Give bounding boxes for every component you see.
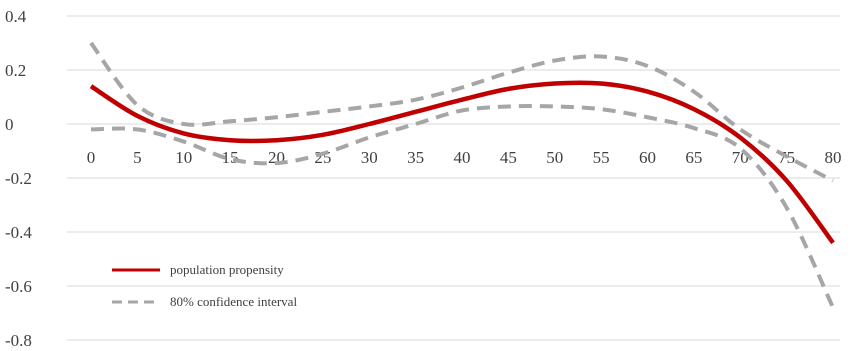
x-tick-label: 35 [407,148,424,167]
x-tick-label: 15 [222,148,239,167]
x-tick-label: 65 [685,148,702,167]
series-population-propensity-line [89,80,835,245]
y-tick-label: -0.2 [5,169,32,188]
y-tick-label: 0 [5,115,14,134]
y-axis-tick-labels: 0.4 0.2 0 -0.2 -0.4 -0.6 -0.8 [5,7,32,350]
x-tick-label: 25 [314,148,331,167]
series-confidence-lower-line [90,104,835,309]
y-tick-label: -0.8 [5,331,32,350]
y-tick-label: 0.4 [5,7,27,26]
x-tick-label: 5 [133,148,142,167]
y-tick-label: -0.4 [5,223,32,242]
x-tick-label: 55 [593,148,610,167]
gridlines [67,15,840,341]
series-lines [89,41,835,309]
y-tick-label: -0.6 [5,277,32,296]
legend: population propensity 80% confidence int… [112,262,297,309]
x-tick-label: 70 [732,148,749,167]
x-tick-label: 60 [639,148,656,167]
x-tick-label: 0 [87,148,96,167]
x-axis-tick-labels: 0 5 10 15 20 25 30 35 40 45 50 55 60 65 70 75 80 [87,148,842,167]
x-tick-label: 45 [500,148,517,167]
y-tick-label: 0.2 [5,61,26,80]
x-tick-label: 30 [361,148,378,167]
legend-label-confidence-interval: 80% confidence interval [170,294,297,309]
legend-label-population-propensity: population propensity [170,262,284,277]
series-confidence-upper-line [89,41,834,183]
x-tick-label: 80 [825,148,842,167]
x-tick-label: 10 [175,148,192,167]
x-tick-label: 40 [454,148,471,167]
x-tick-label: 50 [546,148,563,167]
